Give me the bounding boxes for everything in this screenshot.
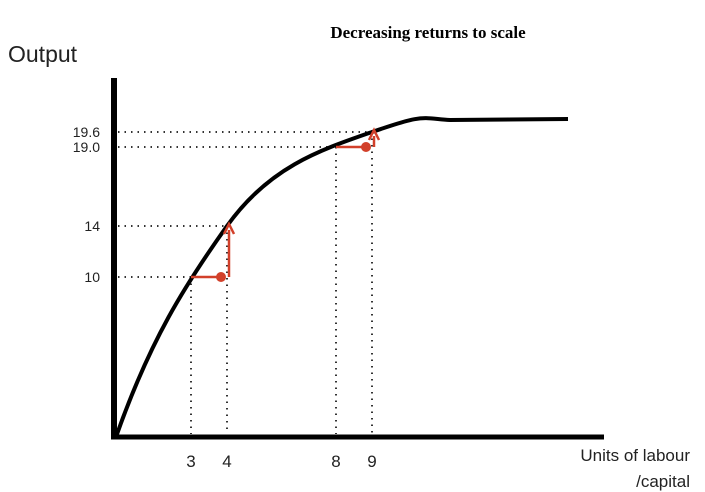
arrow-head-icon [222,221,236,235]
x-tick-label: 3 [186,452,195,471]
x-axis-label-line2: /capital [636,472,690,491]
y-tick-label: 10 [84,269,100,285]
y-tick-label: 19.6 [73,124,100,140]
point-marker [216,272,226,282]
chart-title: Decreasing returns to scale [330,23,526,42]
y-axis-label: Output [8,41,78,67]
y-tick-label: 19.0 [73,139,100,155]
x-tick-label: 4 [222,452,231,471]
arrow-head-icon [367,127,381,141]
x-tick-label: 9 [367,452,376,471]
x-tick-label: 8 [331,452,340,471]
x-axis-label-line1: Units of labour [580,446,690,465]
y-tick-label: 14 [84,218,100,234]
point-marker [361,142,371,152]
production-curve [114,116,569,438]
